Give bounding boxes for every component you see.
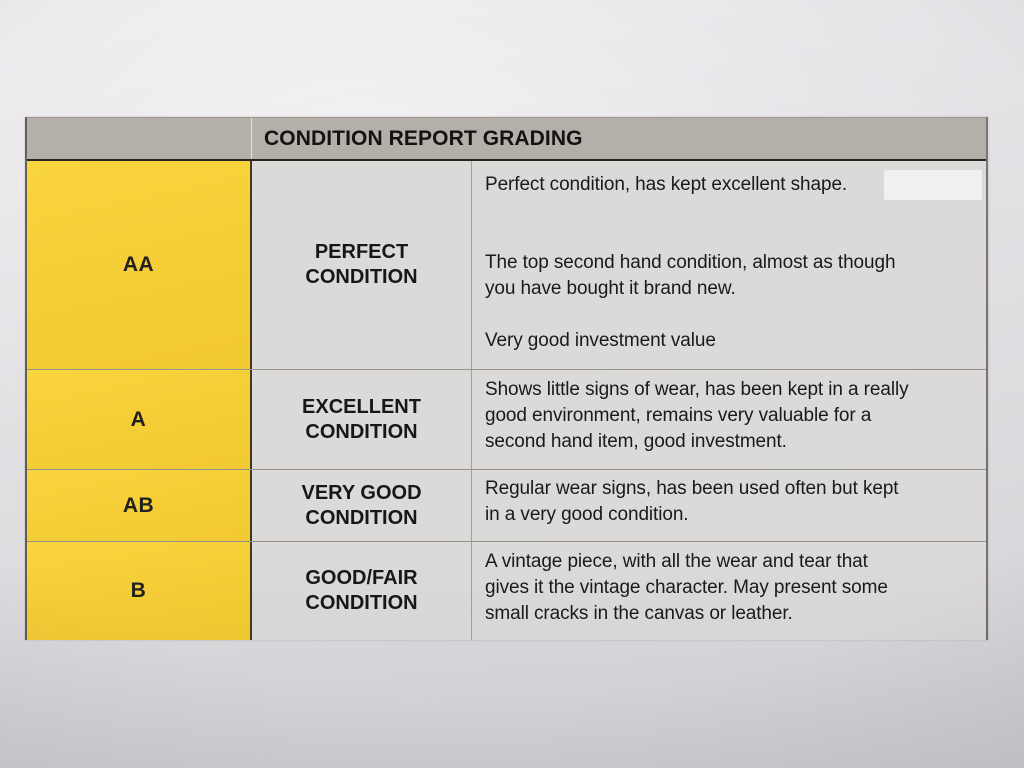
grade-cell: A	[27, 370, 252, 469]
description-line: you have bought it brand new.	[485, 278, 736, 299]
description-line: Shows little signs of wear, has been kep…	[485, 379, 909, 400]
condition-grading-table: CONDITION REPORT GRADING AA PERFECT COND…	[25, 117, 988, 640]
grade-label: AB	[122, 493, 155, 517]
description-line	[485, 224, 972, 250]
description-line: in a very good condition.	[485, 504, 689, 525]
table-title: CONDITION REPORT GRADING	[264, 126, 583, 150]
description-line: Very good investment value	[485, 330, 716, 351]
whiteout-patch	[884, 170, 982, 200]
table-row: AB VERY GOOD CONDITION Regular wear sign…	[27, 470, 986, 542]
grade-label: AA	[122, 253, 155, 276]
description-line: Perfect condition, has kept excellent sh…	[485, 174, 848, 195]
condition-label: EXCELLENT CONDITION	[302, 395, 421, 443]
condition-label: GOOD/FAIR CONDITION	[305, 567, 418, 614]
header-spacer-cell	[27, 118, 252, 159]
condition-cell: PERFECT CONDITION	[252, 161, 472, 369]
description-cell: Regular wear signs, has been used often …	[472, 470, 986, 541]
description-line: A vintage piece, with all the wear and t…	[485, 551, 868, 572]
description-line: gives it the vintage character. May pres…	[485, 577, 888, 598]
description-cell: A vintage piece, with all the wear and t…	[472, 542, 986, 640]
grade-cell: AA	[27, 161, 252, 369]
condition-label: VERY GOOD CONDITION	[301, 481, 422, 529]
condition-label: PERFECT CONDITION	[305, 241, 418, 288]
description-line	[485, 302, 972, 328]
table-header-row: CONDITION REPORT GRADING	[27, 117, 986, 161]
grade-cell: AB	[27, 470, 252, 541]
condition-cell: EXCELLENT CONDITION	[252, 370, 472, 469]
description-cell: Shows little signs of wear, has been kep…	[472, 370, 986, 469]
header-title-cell: CONDITION REPORT GRADING	[252, 118, 986, 159]
description-line: The top second hand condition, almost as…	[485, 252, 896, 273]
description-line: second hand item, good investment.	[485, 431, 787, 452]
table-row: B GOOD/FAIR CONDITION A vintage piece, w…	[27, 542, 986, 640]
description-line: small cracks in the canvas or leather.	[485, 603, 793, 624]
table-row: A EXCELLENT CONDITION Shows little signs…	[27, 370, 986, 470]
description-line	[485, 198, 972, 224]
condition-cell: GOOD/FAIR CONDITION	[252, 542, 472, 640]
description-line: good environment, remains very valuable …	[485, 405, 872, 426]
grade-label: A	[130, 407, 147, 431]
table-row: AA PERFECT CONDITION Perfect condition, …	[27, 161, 986, 370]
grade-label: B	[130, 579, 147, 602]
grade-cell: B	[27, 542, 252, 640]
description-cell: Perfect condition, has kept excellent sh…	[472, 161, 986, 369]
condition-cell: VERY GOOD CONDITION	[252, 470, 472, 541]
description-line: Regular wear signs, has been used often …	[485, 478, 899, 499]
